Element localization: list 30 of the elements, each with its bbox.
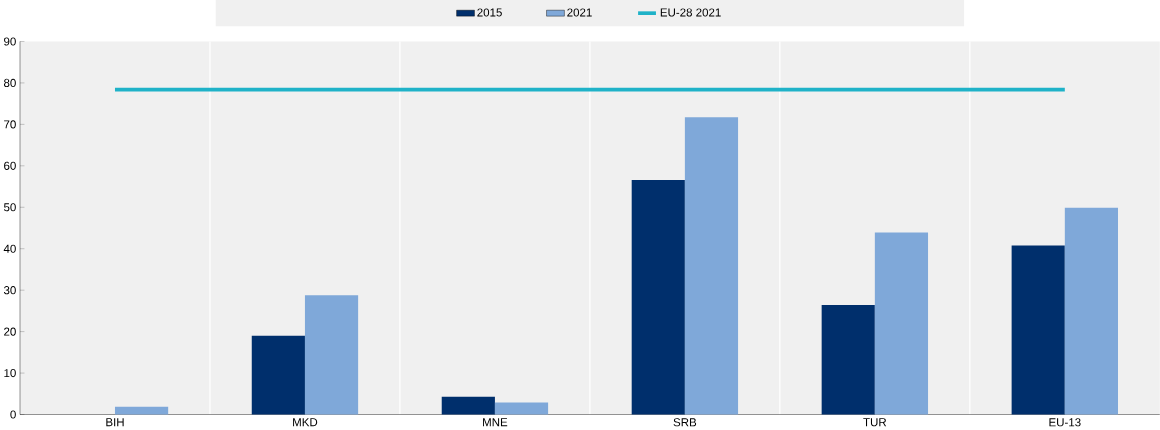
y-tick-label: 0 — [10, 410, 16, 419]
legend-label: 2015 — [477, 8, 502, 17]
y-tick-label: 40 — [3, 244, 16, 253]
bar — [304, 295, 359, 415]
y-tick-label: 30 — [3, 286, 16, 295]
y-tick-label: 80 — [3, 78, 16, 88]
y-tick-label: 70 — [4, 120, 16, 129]
bar — [441, 396, 495, 415]
legend-label: 2021 — [567, 8, 592, 17]
bar — [821, 305, 875, 415]
x-tick-label: SRB — [673, 418, 697, 427]
bar — [1064, 207, 1118, 415]
y-tick-label: 60 — [4, 161, 16, 170]
bar — [631, 179, 685, 415]
x-tick-label: TUR — [863, 418, 887, 427]
y-tick-label: 50 — [3, 203, 16, 212]
bar — [1011, 245, 1065, 415]
x-tick-label: MKD — [293, 418, 318, 427]
x-tick-label: EU-13 — [1049, 418, 1081, 427]
bar — [114, 406, 169, 415]
y-tick-label: 10 — [4, 369, 16, 378]
legend-label: EU-28 2021 — [660, 8, 721, 17]
bar — [874, 232, 929, 415]
x-tick-label: BIH — [106, 418, 124, 427]
x-tick-label: MNE — [483, 418, 508, 427]
bar — [494, 402, 549, 415]
bar — [684, 117, 739, 415]
y-tick-label: 20 — [4, 327, 16, 336]
y-tick-label: 90 — [4, 37, 16, 46]
bar — [251, 335, 305, 415]
